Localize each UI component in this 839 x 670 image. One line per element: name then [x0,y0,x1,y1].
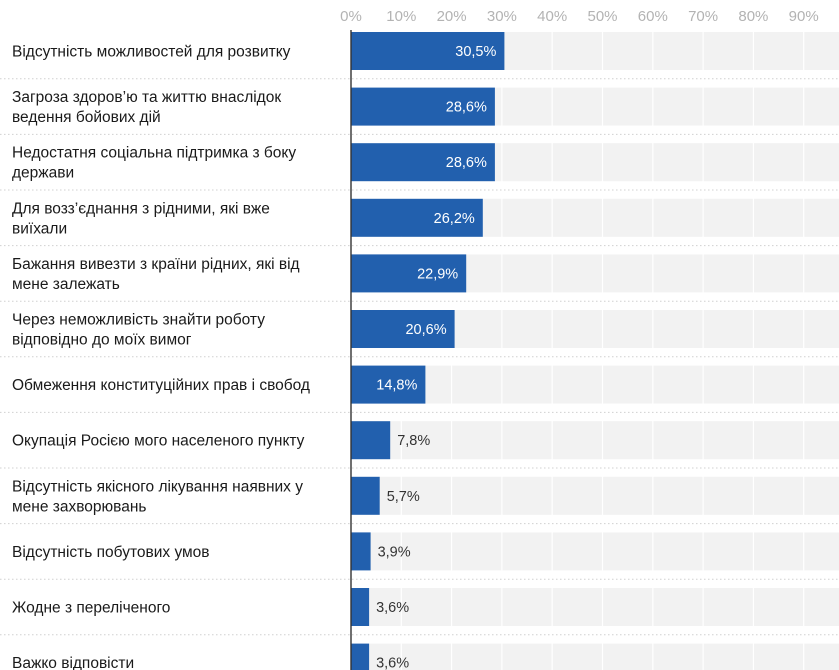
category-label: Відсутність можливостей для розвитку [12,44,291,61]
bar-track [351,421,839,460]
category-label: відповідно до моїх вимог [12,332,192,349]
bar-track [351,588,839,626]
bar-track [351,476,839,515]
x-tick-label: 40% [537,8,567,25]
category-label: Для возз’єднання з рідними, які вже [12,200,270,217]
category-label: Недостатня соціальна підтримка з боку [12,145,296,162]
category-label: ведення бойових дій [12,109,161,126]
bar-value-label: 14,8% [376,378,417,394]
x-tick-label: 80% [738,8,768,25]
category-label: Жодне з переліченого [12,600,170,617]
bar-value-label: 28,6% [446,100,487,116]
category-label: мене захворювань [12,498,146,515]
category-label: Бажання вивезти з країни рідних, які від [12,256,300,273]
bar [351,532,371,571]
category-label: Загроза здоров’ю та життю внаслідок [12,89,281,106]
bar [351,421,391,460]
bar [351,143,495,182]
bar-value-label: 26,2% [434,211,475,227]
bar [351,310,455,348]
category-label: Важко відповісти [12,655,134,670]
category-label: Відсутність побутових умов [12,544,210,561]
bar-value-label: 30,5% [455,44,496,60]
x-tick-label: 10% [386,8,416,25]
x-tick-label: 0% [340,8,362,25]
x-tick-label: 90% [789,8,819,25]
category-label: Обмеження конституційних прав і свобод [12,377,310,394]
category-label: виїхали [12,220,67,237]
category-label: Окупація Росією мого населеного пункту [12,433,305,450]
x-tick-label: 60% [638,8,668,25]
bar [351,643,370,670]
bar-track [351,365,839,404]
bar-value-label: 3,6% [376,656,409,670]
bar-track [351,643,839,670]
category-label: мене залежать [12,276,120,293]
x-tick-label: 30% [487,8,517,25]
bar [351,254,467,293]
bar-value-label: 5,7% [387,489,420,505]
bar [351,32,505,70]
bar-value-label: 28,6% [446,155,487,171]
category-label: держави [12,165,74,182]
category-label: Відсутність якісного лікування наявних у [12,478,303,495]
x-tick-label: 70% [688,8,718,25]
bar [351,588,370,626]
bar-track [351,532,839,571]
bar-value-label: 20,6% [405,322,446,338]
category-label: Через неможливість знайти роботу [12,312,265,329]
bar-value-label: 3,6% [376,600,409,616]
bar [351,198,483,237]
x-tick-label: 50% [587,8,617,25]
bar-value-label: 3,9% [378,544,411,560]
bar [351,476,380,515]
bar-value-label: 22,9% [417,266,458,282]
bar [351,87,495,126]
bar [351,365,426,404]
x-tick-label: 20% [437,8,467,25]
bar-value-label: 7,8% [397,433,430,449]
